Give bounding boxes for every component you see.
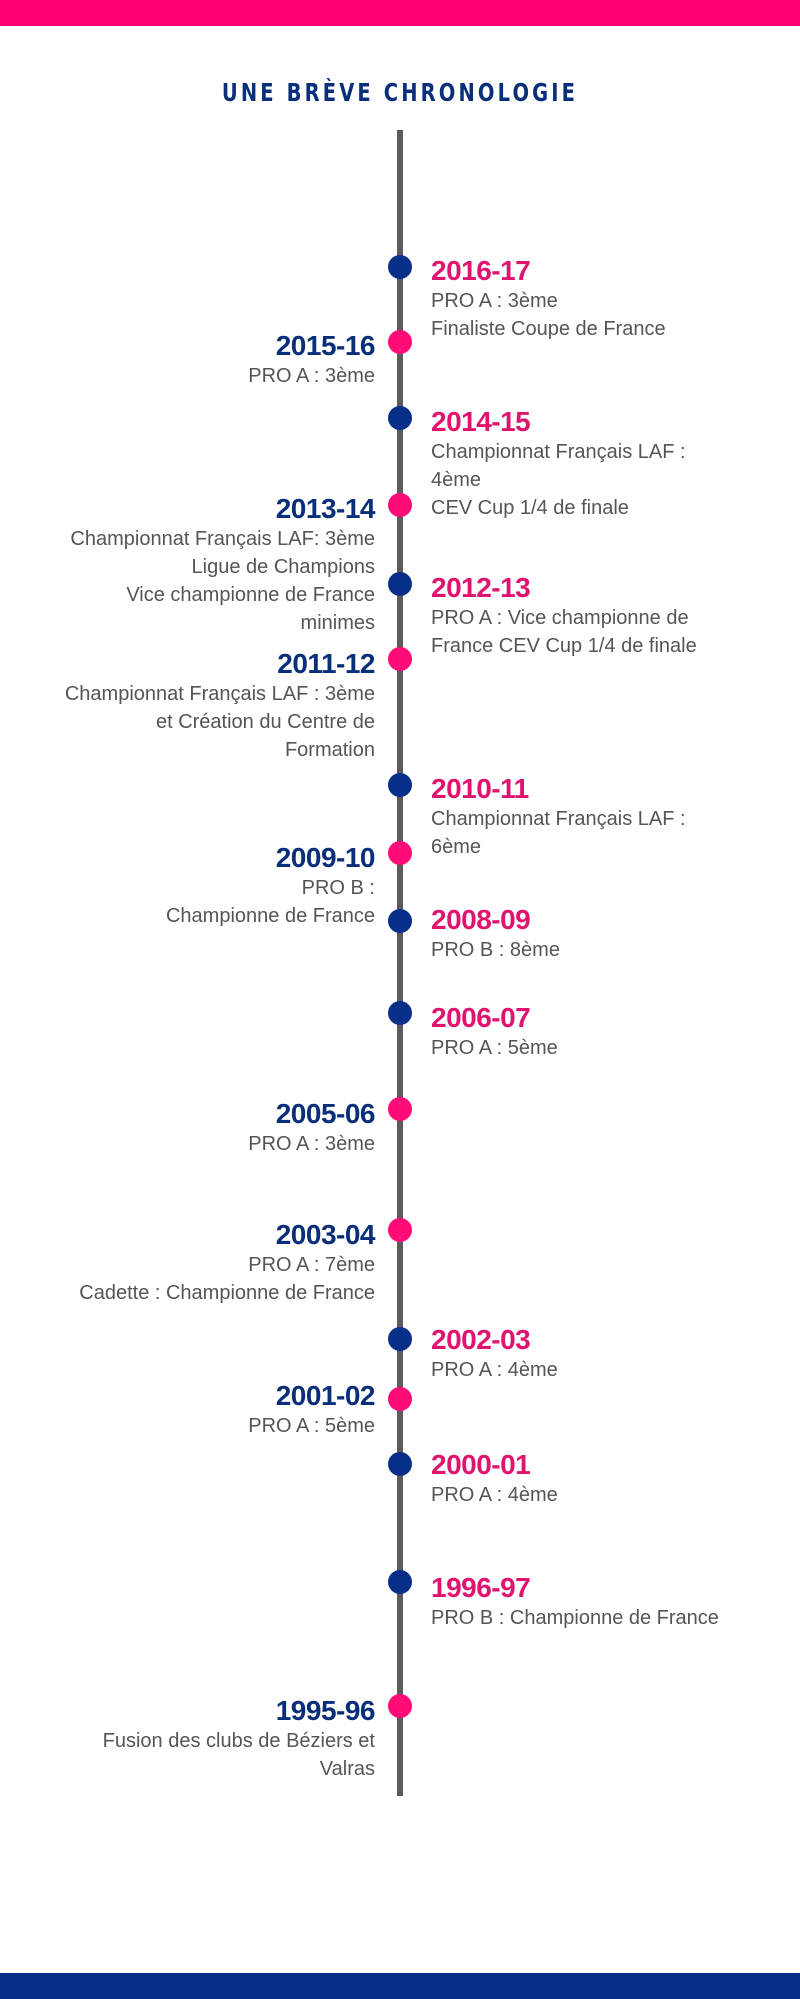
- timeline-dot: [388, 1218, 412, 1242]
- timeline-entry: 2003-04 PRO A : 7ème Cadette : Championne…: [15, 1219, 375, 1307]
- entry-description: PRO A : 4ème: [431, 1484, 558, 1506]
- timeline-entry: 2016-17 PRO A : 3ème Finaliste Coupe de F…: [431, 255, 741, 343]
- timeline-entry: 2013-14 Championnat Français LAF: 3ème Li…: [15, 493, 375, 637]
- entry-year: 2010-11: [431, 773, 529, 804]
- timeline-dot: [388, 647, 412, 671]
- timeline-dot: [388, 1327, 412, 1351]
- entry-year: 2003-04: [275, 1219, 376, 1250]
- entry-year: 2000-01: [431, 1449, 531, 1480]
- entry-description: PRO B : Championne de France: [165, 877, 375, 927]
- entry-year: 2012-13: [431, 572, 531, 603]
- timeline-entry: 1995-96 Fusion des clubs de Béziers et Va…: [15, 1695, 376, 1783]
- timeline-dot: [388, 909, 412, 933]
- entry-description: Fusion des clubs de Béziers et Valras: [102, 1730, 375, 1780]
- timeline-dot: [388, 1570, 412, 1594]
- timeline-dot: [388, 1097, 412, 1121]
- timeline-entry: 2000-01 PRO A : 4ème: [431, 1449, 741, 1509]
- timeline-dot: [388, 255, 412, 279]
- entry-year: 2009-10: [275, 842, 376, 873]
- timeline-entry: 2005-06 PRO A : 3ème: [15, 1098, 375, 1158]
- timeline-dot: [388, 1694, 412, 1718]
- timeline-dot: [388, 841, 412, 865]
- timeline-dot: [388, 1387, 412, 1411]
- entry-description: PRO B : 8ème: [431, 939, 560, 961]
- entry-year: 2015-16: [275, 330, 376, 361]
- entry-description: Championnat Français LAF : 6ème: [431, 808, 686, 858]
- entry-year: 1996-97: [431, 1572, 531, 1603]
- timeline-line: [397, 130, 403, 1796]
- top-accent-bar: [0, 0, 800, 26]
- timeline-dot: [388, 1001, 412, 1025]
- entry-description: PRO A : Vice championne de France CEV Cu…: [431, 607, 697, 657]
- timeline-dot: [388, 406, 412, 430]
- timeline-entry: 2009-10 PRO B : Championne de France: [15, 842, 376, 930]
- entry-year: 2013-14: [275, 493, 376, 524]
- entry-year: 2001-02: [275, 1380, 376, 1411]
- entry-description: PRO A : 3ème: [248, 1133, 375, 1155]
- entry-description: PRO A : 7ème Cadette : Championne de Fra…: [79, 1254, 375, 1304]
- entry-year: 2016-17: [431, 255, 531, 286]
- entry-year: 1995-96: [275, 1695, 376, 1726]
- timeline-entry: 2008-09 PRO B : 8ème: [431, 904, 741, 964]
- timeline-entry: 2010-11 Championnat Français LAF : 6ème: [431, 773, 741, 861]
- entry-year: 2014-15: [431, 406, 531, 437]
- entry-year: 2006-07: [431, 1002, 531, 1033]
- timeline-dot: [388, 330, 412, 354]
- entry-description: PRO A : 3ème Finaliste Coupe de France: [431, 290, 666, 340]
- timeline-entry: 2014-15 Championnat Français LAF : 4ème C…: [431, 406, 741, 522]
- entry-description: PRO A : 3ème: [248, 365, 375, 387]
- timeline-dot: [388, 773, 412, 797]
- entry-year: 2002-03: [431, 1324, 531, 1355]
- timeline-entry: 2001-02 PRO A : 5ème: [15, 1380, 375, 1440]
- entry-description: PRO A : 4ème: [431, 1359, 558, 1381]
- timeline-entry: 2011-12 Championnat Français LAF : 3ème e…: [15, 648, 376, 764]
- bottom-accent-bar: [0, 1973, 800, 1999]
- entry-description: PRO A : 5ème: [248, 1415, 375, 1437]
- entry-description: Championnat Français LAF : 4ème CEV Cup …: [431, 441, 686, 519]
- timeline-dot: [388, 1452, 412, 1476]
- entry-description: Championnat Français LAF : 3ème et Créat…: [64, 683, 375, 761]
- timeline-entry: 2006-07 PRO A : 5ème: [431, 1002, 741, 1062]
- timeline-entry: 2012-13 PRO A : Vice championne de France…: [431, 572, 741, 660]
- entry-year: 2008-09: [431, 904, 531, 935]
- page-title: UNE BRÈVE CHRONOLOGIE: [221, 78, 579, 107]
- timeline-dot: [388, 493, 412, 517]
- entry-description: PRO B : Championne de France: [431, 1607, 719, 1629]
- timeline-dot: [388, 572, 412, 596]
- timeline-entry: 1996-97 PRO B : Championne de France: [431, 1572, 741, 1632]
- entry-description: PRO A : 5ème: [431, 1037, 558, 1059]
- timeline-entry: 2002-03 PRO A : 4ème: [431, 1324, 741, 1384]
- entry-year: 2011-12: [277, 648, 375, 679]
- entry-year: 2005-06: [275, 1098, 376, 1129]
- timeline-entry: 2015-16 PRO A : 3ème: [15, 330, 375, 390]
- entry-description: Championnat Français LAF: 3ème Ligue de …: [70, 528, 375, 634]
